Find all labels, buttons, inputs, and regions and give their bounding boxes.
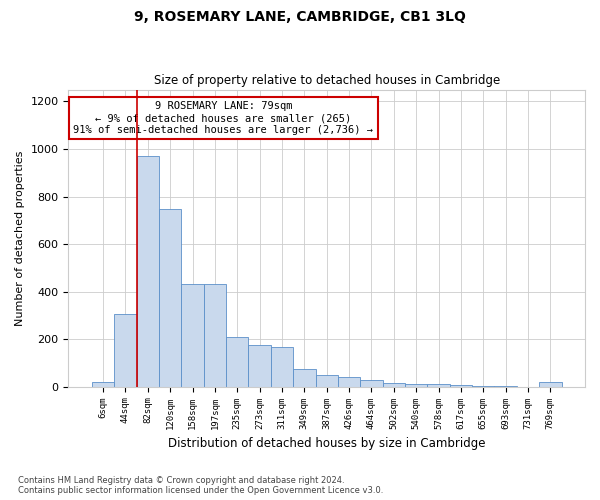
Bar xyxy=(137,156,159,386)
Bar xyxy=(114,314,137,386)
Bar xyxy=(181,284,204,386)
Bar xyxy=(92,382,114,386)
Bar xyxy=(293,370,316,386)
X-axis label: Distribution of detached houses by size in Cambridge: Distribution of detached houses by size … xyxy=(168,437,485,450)
Bar xyxy=(360,380,383,386)
Bar xyxy=(204,284,226,386)
Bar xyxy=(405,384,427,386)
Y-axis label: Number of detached properties: Number of detached properties xyxy=(15,150,25,326)
Bar xyxy=(271,348,293,387)
Bar xyxy=(248,345,271,387)
Bar xyxy=(450,385,472,386)
Bar xyxy=(316,376,338,386)
Bar xyxy=(383,383,405,386)
Bar xyxy=(226,338,248,386)
Text: Contains HM Land Registry data © Crown copyright and database right 2024.
Contai: Contains HM Land Registry data © Crown c… xyxy=(18,476,383,495)
Bar xyxy=(338,377,360,386)
Title: Size of property relative to detached houses in Cambridge: Size of property relative to detached ho… xyxy=(154,74,500,87)
Bar xyxy=(539,382,562,386)
Bar xyxy=(427,384,450,386)
Text: 9, ROSEMARY LANE, CAMBRIDGE, CB1 3LQ: 9, ROSEMARY LANE, CAMBRIDGE, CB1 3LQ xyxy=(134,10,466,24)
Text: 9 ROSEMARY LANE: 79sqm
← 9% of detached houses are smaller (265)
91% of semi-det: 9 ROSEMARY LANE: 79sqm ← 9% of detached … xyxy=(73,102,373,134)
Bar xyxy=(159,209,181,386)
